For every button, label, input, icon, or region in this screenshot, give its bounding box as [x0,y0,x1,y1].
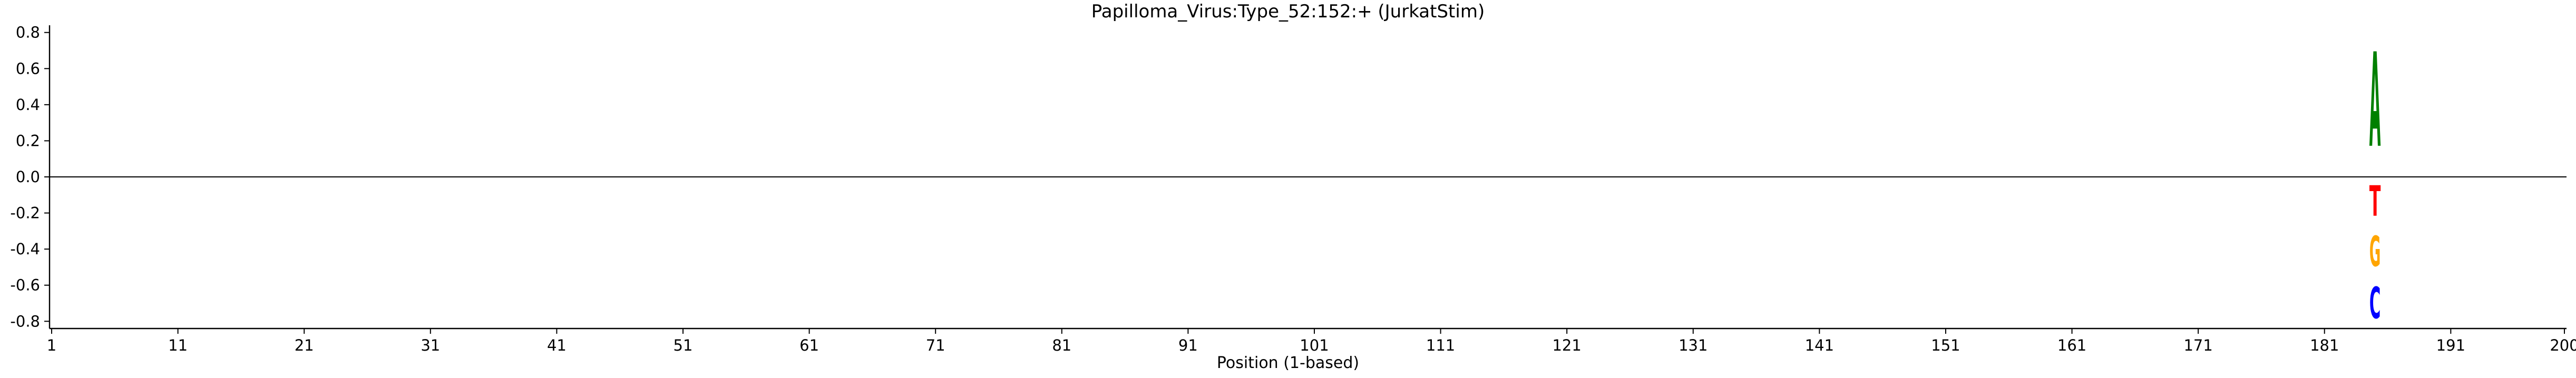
x-tick-label: 21 [295,336,314,354]
y-tick-label: -0.2 [10,204,40,222]
y-tick-label: -0.6 [10,276,40,294]
x-tick-label: 181 [2310,336,2339,354]
x-tick-label: 31 [421,336,440,354]
y-tick-label: -0.4 [10,240,40,258]
x-tick-label: 81 [1052,336,1071,354]
logo-letter-C: C [2369,278,2381,329]
x-tick-label: 151 [1931,336,1960,354]
x-tick-label: 121 [1552,336,1581,354]
x-tick-label: 171 [2183,336,2212,354]
y-tick-label: 0.2 [16,132,40,150]
x-axis-label: Position (1-based) [1216,354,1360,372]
x-tick-label: 11 [168,336,188,354]
x-tick-label: 41 [547,336,567,354]
x-tick-label: 161 [2057,336,2086,354]
x-tick-label: 111 [1426,336,1455,354]
chart-title: Papilloma_Virus:Type_52:152:+ (JurkatSti… [1091,1,1485,22]
y-tick-label: 0.8 [16,24,40,42]
x-tick-label: 91 [1178,336,1198,354]
logo-letter-G: G [2369,227,2381,276]
x-tick-label: 1 [47,336,56,354]
y-tick-label: 0.6 [16,59,40,77]
y-tick-label: -0.8 [10,312,40,330]
x-tick-label: 71 [926,336,945,354]
y-tick-label: 0.4 [16,96,40,114]
x-tick-label: 101 [1300,336,1329,354]
x-tick-label: 51 [674,336,693,354]
x-tick-label: 61 [799,336,819,354]
x-tick-label: 141 [1805,336,1834,354]
x-tick-label: 131 [1679,336,1707,354]
x-tick-label: 191 [2436,336,2465,354]
logo-letter-T: T [2369,177,2381,226]
logo-letter-A: A [2369,26,2381,177]
axes: -0.8-0.6-0.4-0.20.00.20.40.60.81 11 21 31 41… [10,24,2576,354]
y-tick-label: 0.0 [16,168,40,186]
x-tick-label: 200 [2550,336,2576,354]
